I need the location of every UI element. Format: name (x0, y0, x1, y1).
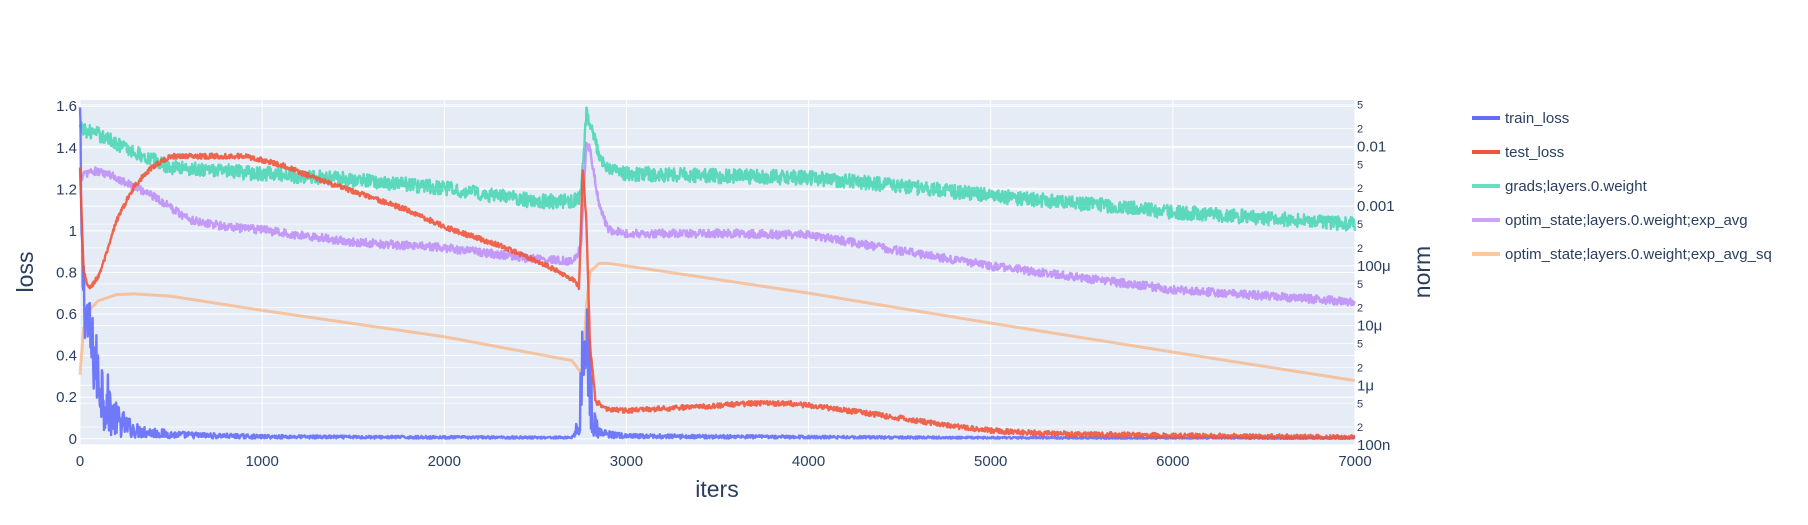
y-right-minor-tick-label: 5 (1357, 159, 1363, 171)
y-left-tick-label: 1.4 (56, 140, 77, 157)
y-right-axis-title: norm (1409, 246, 1435, 298)
x-axis-title: iters (695, 476, 738, 502)
y-right-tick-label: 1μ (1357, 377, 1374, 394)
y-left-axis-title: loss (12, 252, 38, 293)
legend-item-label: train_loss (1505, 110, 1569, 127)
y-left-tick-label: 0.8 (56, 265, 77, 282)
x-tick-label: 6000 (1156, 453, 1189, 470)
y-right-minor-tick-label: 5 (1357, 100, 1363, 112)
y-right-minor-tick-label: 5 (1357, 398, 1363, 410)
series-line (78, 152, 1356, 440)
series-line (79, 141, 1356, 307)
y-right-minor-tick-label: 2 (1357, 422, 1363, 434)
y-right-axis-ticks: 100n 1μ 10μ 100μ 0.001 0.01 2 5 2 5 2 5 2 5 2 5 2 5 (1357, 100, 1395, 454)
y-right-minor-tick-label: 2 (1357, 243, 1363, 255)
y-right-minor-tick-label: 5 (1357, 279, 1363, 291)
y-right-minor-tick-label: 2 (1357, 183, 1363, 195)
x-tick-label: 7000 (1338, 453, 1371, 470)
x-tick-label: 3000 (610, 453, 643, 470)
y-right-tick-label: 100n (1357, 437, 1390, 454)
series-line (78, 107, 1356, 440)
y-left-axis-ticks: 0 0.2 0.4 0.6 0.8 1 1.2 1.4 1.6 (56, 98, 77, 448)
x-tick-label: 1000 (245, 453, 278, 470)
x-tick-label: 2000 (428, 453, 461, 470)
legend-item-label: test_loss (1505, 144, 1564, 161)
y-left-tick-label: 0.4 (56, 348, 77, 365)
grid-lines (79, 100, 1356, 446)
y-left-tick-label: 1.2 (56, 181, 77, 198)
y-right-minor-tick-label: 2 (1357, 303, 1363, 315)
y-left-tick-label: 0.2 (56, 389, 77, 406)
y-right-minor-tick-label: 2 (1357, 123, 1363, 135)
series-lines (78, 106, 1356, 440)
y-left-tick-label: 1.6 (56, 98, 77, 115)
y-right-tick-label: 100μ (1357, 258, 1391, 275)
series-line (78, 261, 1356, 382)
y-right-tick-label: 10μ (1357, 318, 1382, 335)
x-tick-label: 4000 (792, 453, 825, 470)
x-tick-label: 5000 (974, 453, 1007, 470)
y-right-tick-label: 0.001 (1357, 198, 1395, 215)
legend: train_loss test_loss grads;layers.0.weight… (1472, 110, 1772, 263)
y-right-minor-tick-label: 5 (1357, 219, 1363, 231)
legend-item-label: grads;layers.0.weight (1505, 178, 1648, 195)
y-left-tick-label: 1 (69, 223, 77, 240)
y-left-tick-label: 0.6 (56, 306, 77, 323)
y-right-minor-tick-label: 5 (1357, 339, 1363, 351)
legend-item-label: optim_state;layers.0.weight;exp_avg (1505, 212, 1748, 229)
y-right-minor-tick-label: 2 (1357, 362, 1363, 374)
y-right-tick-label: 0.01 (1357, 138, 1386, 155)
x-axis-ticks: 0 1000 2000 3000 4000 5000 6000 7000 (76, 453, 1372, 470)
y-left-tick-label: 0 (69, 431, 77, 448)
legend-item-label: optim_state;layers.0.weight;exp_avg_sq (1505, 246, 1772, 263)
x-tick-label: 0 (76, 453, 84, 470)
